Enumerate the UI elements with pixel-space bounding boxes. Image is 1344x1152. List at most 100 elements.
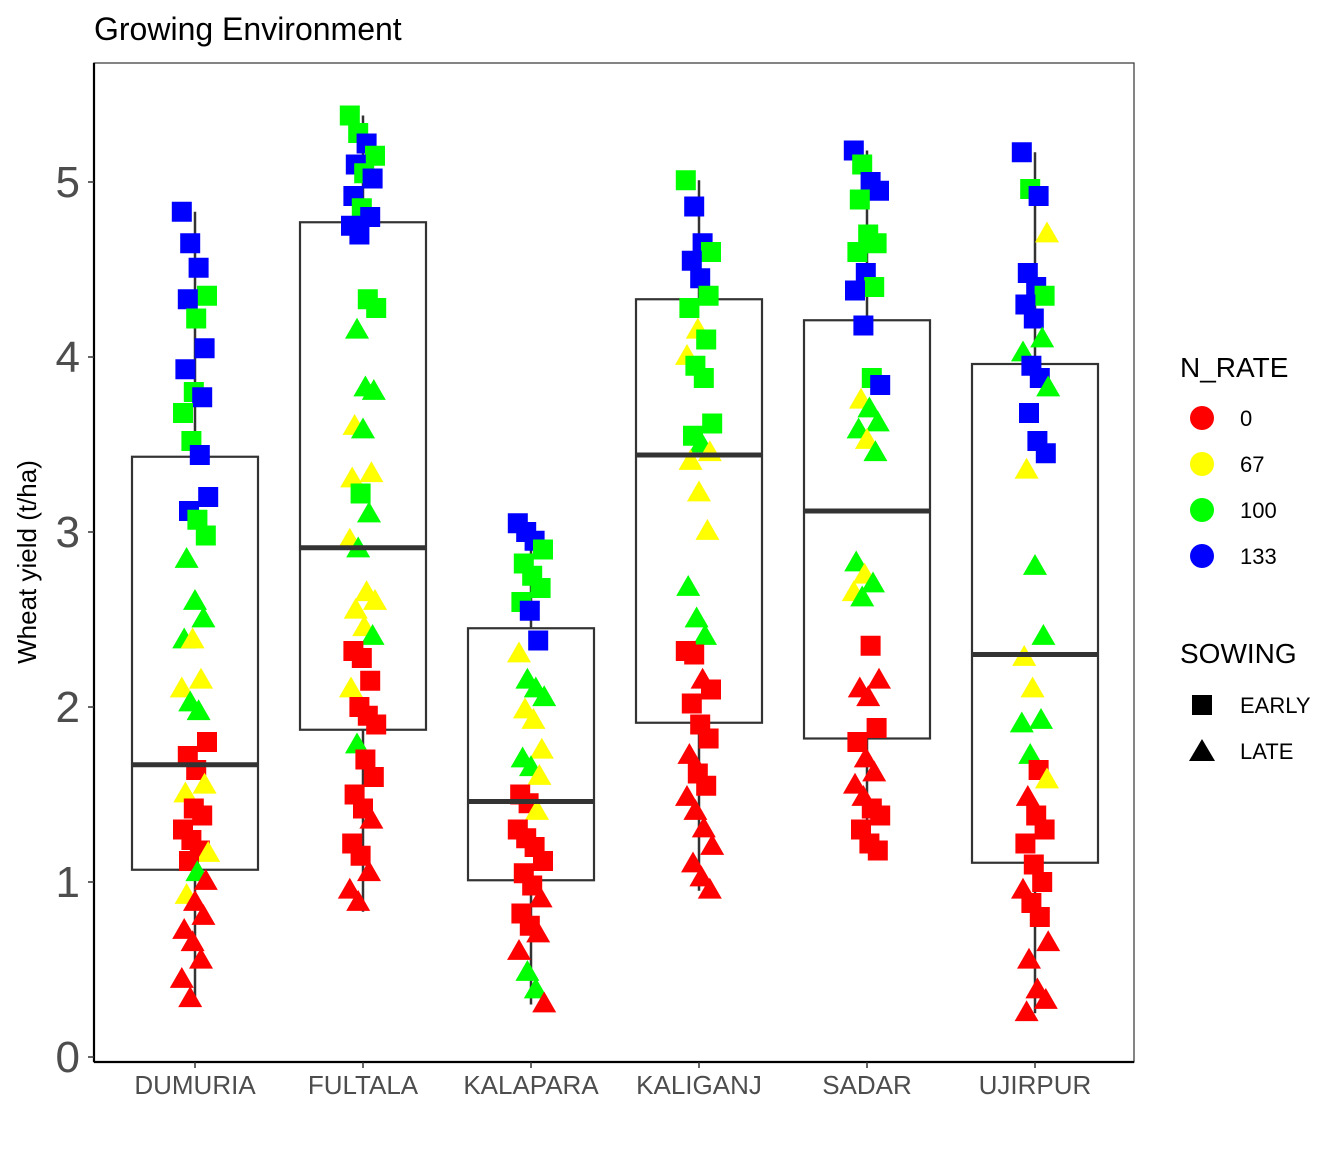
y-tick-label: 5 xyxy=(56,158,80,207)
data-point xyxy=(1029,708,1053,729)
data-point xyxy=(696,329,717,350)
data-point xyxy=(866,718,887,738)
data-point xyxy=(855,428,879,449)
data-point xyxy=(183,890,207,911)
data-point xyxy=(532,991,557,1013)
data-point xyxy=(853,746,878,768)
data-point xyxy=(843,772,867,794)
legend-label-nrate: 0 xyxy=(1240,406,1252,431)
data-point xyxy=(192,772,217,794)
data-point xyxy=(179,851,199,871)
data-point xyxy=(180,930,205,952)
data-point xyxy=(1030,326,1055,348)
data-point xyxy=(698,728,719,749)
data-point xyxy=(189,445,210,465)
data-point xyxy=(1029,907,1050,927)
data-point xyxy=(522,875,543,896)
data-point xyxy=(687,480,711,502)
data-point xyxy=(192,387,213,408)
data-point xyxy=(693,368,714,388)
data-point xyxy=(529,737,554,759)
data-point xyxy=(351,648,372,668)
data-point xyxy=(870,805,891,826)
data-point xyxy=(1034,819,1055,840)
data-point xyxy=(519,600,540,621)
points-kalapara xyxy=(507,513,557,1013)
legend-label-nrate: 67 xyxy=(1240,452,1264,477)
data-point xyxy=(359,807,384,829)
data-point xyxy=(339,676,363,698)
points-fultala xyxy=(337,105,387,911)
legend-key-nrate xyxy=(1190,544,1214,568)
data-point xyxy=(345,317,369,339)
data-point xyxy=(360,624,385,645)
data-point xyxy=(194,338,215,359)
data-point xyxy=(180,627,205,649)
data-point xyxy=(1023,854,1044,875)
y-tick-label: 0 xyxy=(56,1033,80,1082)
data-point xyxy=(533,851,553,871)
x-tick-label: UJIRPUR xyxy=(979,1070,1092,1100)
data-point xyxy=(195,525,216,546)
x-tick-label: DUMURIA xyxy=(134,1070,256,1100)
data-point xyxy=(676,575,701,596)
data-point xyxy=(191,606,216,628)
data-point xyxy=(681,851,705,873)
data-point xyxy=(700,834,725,855)
y-tick-label: 4 xyxy=(56,333,80,382)
x-tick-label: KALIGANJ xyxy=(636,1070,762,1100)
points-sadar xyxy=(841,140,891,861)
data-point xyxy=(198,487,219,507)
data-point xyxy=(173,781,198,803)
data-point xyxy=(197,285,217,306)
data-point xyxy=(675,785,699,806)
data-point xyxy=(350,845,371,866)
data-point xyxy=(507,641,531,663)
data-point xyxy=(1035,221,1059,243)
data-point xyxy=(695,519,720,540)
legend-key-nrate xyxy=(1190,406,1214,430)
data-point xyxy=(189,947,213,969)
data-point xyxy=(197,732,217,752)
data-point xyxy=(864,277,885,297)
data-point xyxy=(528,886,553,908)
points-ujirpur xyxy=(1009,142,1061,1022)
plot-area: 0 1 2 3 4 5 DUMURIA FULTALA KALAPARA KALIGANJ SADA… xyxy=(56,62,1135,1100)
data-point xyxy=(174,547,199,568)
data-point xyxy=(853,315,874,336)
data-point xyxy=(863,440,888,462)
data-point xyxy=(183,589,207,610)
data-point xyxy=(526,921,551,943)
data-point xyxy=(856,685,881,707)
data-point xyxy=(1032,872,1053,892)
data-point xyxy=(345,732,369,754)
x-tick-label: KALAPARA xyxy=(463,1070,599,1100)
data-point xyxy=(857,396,882,418)
data-point xyxy=(357,501,381,523)
data-point xyxy=(701,679,721,700)
data-point xyxy=(867,840,888,861)
data-point xyxy=(850,585,875,607)
data-point xyxy=(1028,186,1049,206)
data-point xyxy=(186,308,207,329)
data-point xyxy=(360,207,381,227)
data-point xyxy=(690,268,711,289)
data-point xyxy=(1019,403,1039,423)
y-tick-label: 1 xyxy=(56,858,80,907)
data-point xyxy=(865,410,890,432)
data-point xyxy=(180,233,201,254)
legend-label-sowing: EARLY xyxy=(1240,693,1311,718)
chart-title: Growing Environment xyxy=(94,11,402,47)
data-point xyxy=(870,375,891,395)
legend-key-nrate xyxy=(1190,498,1214,522)
legend-label-sowing: LATE xyxy=(1240,739,1293,764)
data-point xyxy=(365,145,385,166)
data-point xyxy=(343,597,368,619)
legend-key-triangle xyxy=(1189,739,1215,761)
data-point xyxy=(698,285,719,306)
data-point xyxy=(169,676,194,698)
data-point xyxy=(844,550,869,572)
data-point xyxy=(684,644,705,665)
data-point xyxy=(171,201,192,222)
legend-label-nrate: 133 xyxy=(1240,544,1277,569)
